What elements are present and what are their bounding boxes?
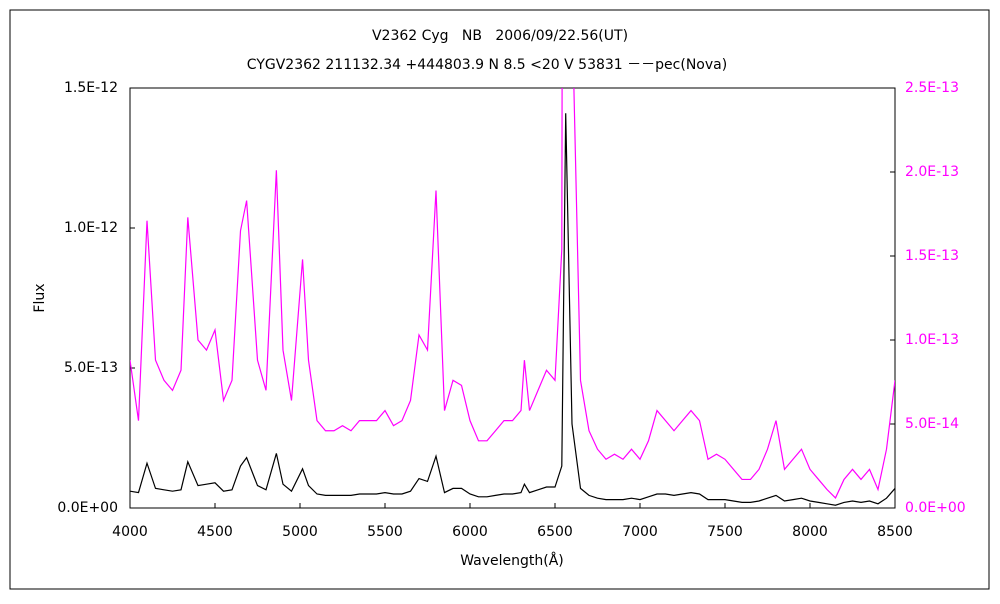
y2-tick-label: 1.5E-13 [905, 248, 959, 264]
spectrum-line [130, 113, 895, 506]
x-tick-label: 8000 [792, 524, 828, 540]
y2-tick-label: 0.0E+00 [905, 500, 966, 516]
y2-tick-label: 5.0E-14 [905, 416, 959, 432]
x-tick-label: 5500 [367, 524, 403, 540]
y2-tick-label: 2.5E-13 [905, 80, 959, 96]
x-tick-label: 8500 [877, 524, 913, 540]
chart-subtitle: CYGV2362 211132.34 +444803.9 N 8.5 <20 V… [247, 57, 727, 73]
y-axis-label: Flux [32, 283, 48, 312]
chart-title: V2362 Cyg NB 2006/09/22.56(UT) [372, 28, 628, 44]
spectrum-line [130, 88, 895, 499]
x-tick-label: 5000 [282, 524, 318, 540]
y-tick-label: 0.0E+00 [57, 500, 118, 516]
y2-tick-label: 2.0E-13 [905, 164, 959, 180]
x-tick-label: 7500 [707, 524, 743, 540]
x-tick-label: 6500 [537, 524, 573, 540]
plot-frame [129, 87, 896, 509]
x-tick-label: 4500 [197, 524, 233, 540]
y-tick-label: 1.5E-12 [64, 80, 118, 96]
chart-border [9, 9, 990, 590]
x-axis-label: Wavelength(Å) [460, 552, 564, 569]
x-tick-label: 4000 [112, 524, 148, 540]
y-tick-label: 1.0E-12 [64, 220, 118, 236]
x-tick-label: 6000 [452, 524, 488, 540]
y2-tick-label: 1.0E-13 [905, 332, 959, 348]
x-tick-label: 7000 [622, 524, 658, 540]
y-tick-label: 5.0E-13 [64, 360, 118, 376]
